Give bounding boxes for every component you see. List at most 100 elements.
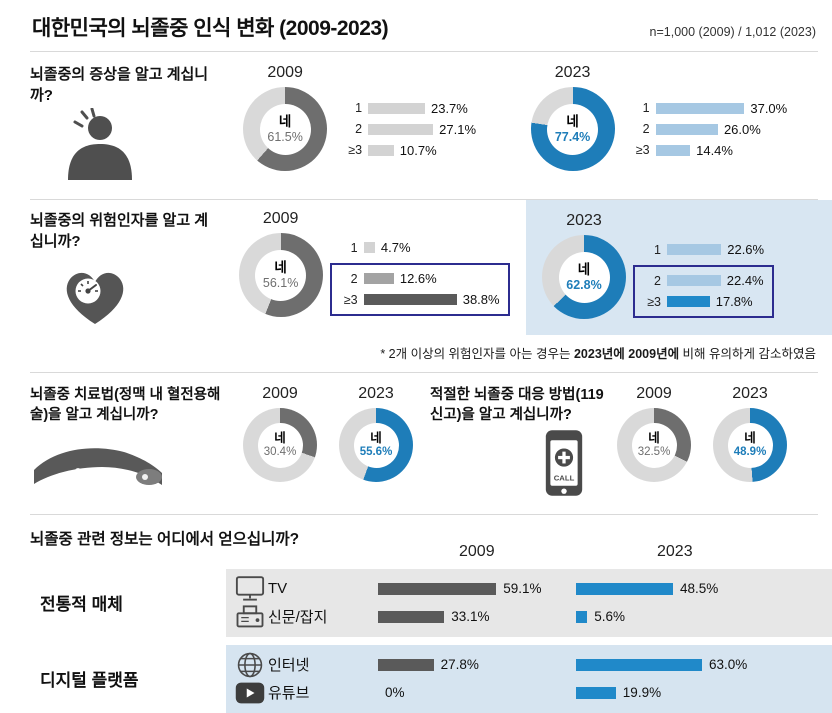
bar-value: 27.8% bbox=[440, 657, 479, 673]
bar bbox=[363, 273, 394, 284]
bar-row: ≥3 17.8% bbox=[639, 294, 764, 310]
bar-2009 bbox=[378, 610, 445, 623]
risk-note: * 2개 이상의 위험인자를 아는 경우는 2023년에 2009년에 비해 유… bbox=[30, 335, 818, 372]
risk-question: 뇌졸중의 위험인자를 알고 계십니까? bbox=[30, 212, 209, 250]
donut-value: 32.5% bbox=[637, 445, 671, 458]
section-symptoms: 뇌졸중의 증상을 알고 계십니까? 2009 네 61.5% 1 bbox=[30, 52, 818, 200]
bar-row: 1 4.7% bbox=[336, 240, 510, 256]
sources-question: 뇌졸중 관련 정보는 어디에서 얻으십니까? bbox=[30, 530, 300, 548]
treatment-2009-group: 2009 네 30.4% bbox=[234, 385, 326, 498]
group-label: 전통적 매체 bbox=[40, 595, 123, 615]
bar-row: ≥3 14.4% bbox=[628, 142, 788, 158]
response-2009-donut: 네 32.5% bbox=[617, 408, 691, 482]
section-info-sources: 뇌졸중 관련 정보는 어디에서 얻으십니까? 2009 2023 전통적 매체 … bbox=[30, 515, 832, 713]
bar-value: 17.8% bbox=[715, 294, 753, 309]
response-2023-group: 2023 네 48.9% bbox=[704, 385, 796, 498]
treatment-question: 뇌졸중 치료법(정맥 내 혈전용해술)을 알고 계십니까? bbox=[30, 387, 221, 424]
bar-value: 22.4% bbox=[726, 273, 764, 288]
treatment-question-column: 뇌졸중 치료법(정맥 내 혈전용해술)을 알고 계십니까? bbox=[30, 385, 234, 498]
bar-2023 bbox=[576, 658, 702, 671]
bar-label: 1 bbox=[350, 240, 358, 255]
bar-value: 38.8% bbox=[462, 292, 500, 307]
bar-value: 59.1% bbox=[503, 581, 542, 597]
bar bbox=[368, 123, 434, 135]
symptoms-2009-group: 2009 네 61.5% 1 23.7% 2 bbox=[243, 64, 530, 185]
donut-yes-label: 네 bbox=[278, 114, 292, 130]
traditional-media-band: TV 59.1% 48.5% bbox=[226, 568, 832, 637]
bar-row: 1 23.7% bbox=[340, 100, 476, 116]
risk-2023-bars: 1 22.6% 2 22.4% bbox=[633, 237, 774, 318]
sources-col-2023: 2023 bbox=[657, 542, 693, 560]
response-question: 적절한 뇌졸중 대응 방법(119 신고)을 알고 계십니까? bbox=[430, 387, 604, 424]
year-label-2023: 2023 bbox=[358, 385, 394, 402]
youtube-icon bbox=[235, 682, 265, 703]
sources-header: 뇌졸중 관련 정보는 어디에서 얻으십니까? 2009 2023 bbox=[30, 523, 818, 569]
symptoms-question: 뇌졸중의 증상을 알고 계십니까? bbox=[30, 66, 209, 104]
media-label: 인터넷 bbox=[268, 657, 310, 675]
symptoms-2023-group: 2023 네 77.4% 1 37.0% 2 bbox=[530, 64, 818, 185]
bar-row: ≥3 38.8% bbox=[336, 292, 500, 308]
bar-2023 bbox=[576, 582, 673, 595]
treatment-2023-group: 2023 네 55.6% bbox=[330, 385, 422, 498]
page-title: 대한민국의 뇌졸중 인식 변화 (2009-2023) bbox=[32, 17, 389, 40]
digital-platform-band: 인터넷 27.8% 63.0% bbox=[226, 644, 832, 713]
response-block: 적절한 뇌졸중 대응 방법(119 신고)을 알고 계십니까? CALL 200… bbox=[430, 385, 818, 498]
bar-value: 0% bbox=[385, 685, 405, 701]
bar-label: 1 bbox=[654, 242, 661, 257]
donut-hole: 네 30.4% bbox=[257, 422, 303, 468]
heart-gauge-icon bbox=[66, 272, 124, 324]
treatment-2009-donut: 네 30.4% bbox=[243, 408, 317, 482]
bar-value: 23.7% bbox=[430, 100, 468, 116]
bar-value: 12.6% bbox=[399, 271, 437, 286]
donut-yes-label: 네 bbox=[744, 431, 756, 446]
year-label-2023: 2023 bbox=[732, 385, 768, 402]
year-label-2023: 2023 bbox=[566, 212, 602, 229]
section-risk-factors: 뇌졸중의 위험인자를 알고 계십니까? 2009 네 56.1% bbox=[30, 200, 832, 373]
media-row-youtube: 유튜브 0% 19.9% bbox=[232, 679, 824, 707]
response-question-column: 적절한 뇌졸중 대응 방법(119 신고)을 알고 계십니까? CALL bbox=[430, 385, 608, 498]
donut-hole: 네 61.5% bbox=[259, 103, 311, 155]
newspaper-icon bbox=[236, 605, 264, 627]
bar-value: 14.4% bbox=[696, 142, 733, 158]
bar-label: 1 bbox=[642, 101, 650, 115]
section-treatment-response: 뇌졸중 치료법(정맥 내 혈전용해술)을 알고 계십니까? 2009 네 30.… bbox=[30, 373, 818, 515]
media-row-tv: TV 59.1% 48.5% bbox=[232, 575, 824, 603]
tv-icon bbox=[235, 575, 265, 601]
bar-label: 2 bbox=[350, 271, 358, 286]
bar-value: 63.0% bbox=[709, 657, 748, 673]
emergency-call-phone-icon: CALL bbox=[545, 429, 583, 496]
infographic-page: 대한민국의 뇌졸중 인식 변화 (2009-2023) n=1,000 (200… bbox=[30, 17, 832, 713]
risk-2023-group: 2023 네 62.8% 1 22.6% bbox=[542, 212, 832, 319]
note-text: * 2개 이상의 위험인자를 아는 경우는 bbox=[380, 347, 574, 361]
media-row-newspaper: 신문/잡지 33.1% 5.6% bbox=[232, 603, 824, 631]
risk-2009-group: 2009 네 56.1% 1 4.7% bbox=[238, 210, 520, 335]
bar-2023 bbox=[576, 686, 616, 699]
globe-icon bbox=[237, 652, 263, 677]
bar bbox=[667, 275, 721, 286]
bar-value: 26.0% bbox=[723, 121, 761, 137]
bar-row: 1 22.6% bbox=[639, 242, 774, 258]
bar bbox=[363, 242, 375, 253]
donut-value: 30.4% bbox=[263, 445, 297, 458]
symptoms-2023-donut: 네 77.4% bbox=[530, 87, 615, 171]
media-label: TV bbox=[268, 580, 288, 598]
donut-hole: 네 48.9% bbox=[727, 422, 773, 468]
treatment-block: 뇌졸중 치료법(정맥 내 혈전용해술)을 알고 계십니까? 2009 네 30.… bbox=[30, 385, 430, 498]
highlight-box-2023: 2 22.4% ≥3 17.8% bbox=[633, 264, 774, 318]
bar-2009 bbox=[378, 582, 497, 595]
donut-hole: 네 55.6% bbox=[353, 422, 399, 468]
bar bbox=[368, 102, 425, 114]
bar bbox=[655, 144, 691, 156]
bar-row: 2 22.4% bbox=[639, 273, 764, 289]
donut-value: 48.9% bbox=[733, 445, 767, 458]
bar-value: 10.7% bbox=[399, 142, 437, 158]
bar-label: 2 bbox=[642, 122, 650, 136]
bar-value: 48.5% bbox=[680, 581, 719, 597]
donut-value: 77.4% bbox=[554, 129, 591, 144]
digital-platform-group: 디지털 플랫폼 인터넷 27.8% bbox=[30, 644, 832, 713]
bar-row: 2 26.0% bbox=[628, 121, 788, 137]
media-row-internet: 인터넷 27.8% 63.0% bbox=[232, 651, 824, 679]
year-label-2023: 2023 bbox=[554, 64, 591, 81]
donut-hole: 네 77.4% bbox=[547, 103, 599, 155]
bar-label: ≥3 bbox=[635, 143, 650, 157]
